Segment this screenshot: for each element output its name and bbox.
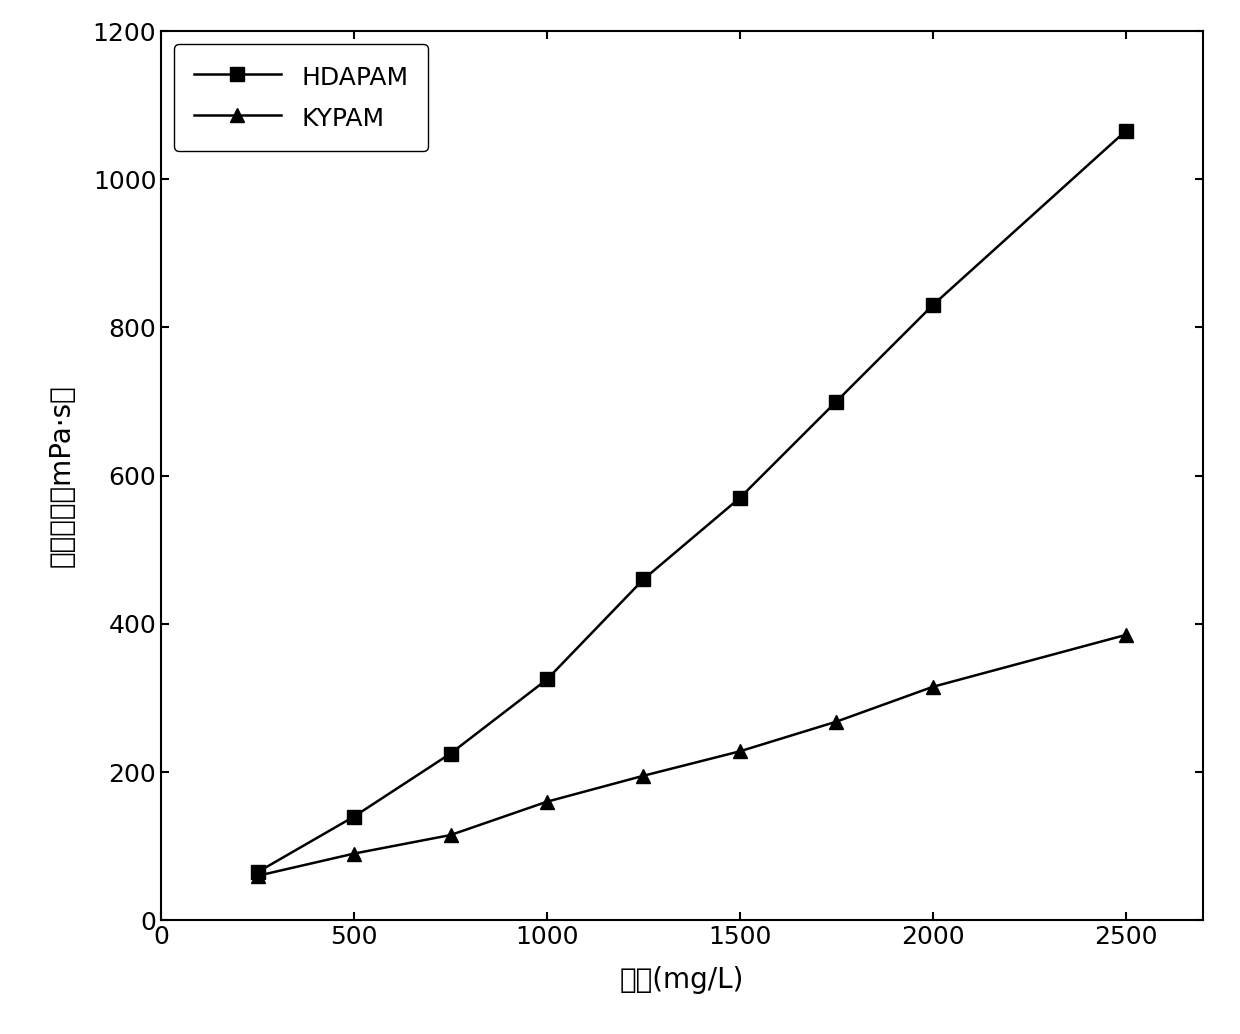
- KYPAM: [925, 680, 940, 693]
- X-axis label: 浓度(mg/L): 浓度(mg/L): [620, 966, 744, 994]
- HDAPAM: [539, 673, 554, 686]
- KYPAM: [828, 716, 843, 728]
- HDAPAM: [347, 811, 362, 823]
- Line: HDAPAM: HDAPAM: [250, 124, 1132, 879]
- KYPAM: [539, 795, 554, 808]
- HDAPAM: [250, 865, 265, 878]
- KYPAM: [733, 746, 748, 758]
- HDAPAM: [733, 491, 748, 504]
- HDAPAM: [1118, 125, 1133, 138]
- KYPAM: [1118, 629, 1133, 641]
- Legend: HDAPAM, KYPAM: HDAPAM, KYPAM: [174, 43, 428, 151]
- KYPAM: [636, 769, 651, 782]
- HDAPAM: [925, 299, 940, 311]
- Y-axis label: 表观粘度（mPa·s）: 表观粘度（mPa·s）: [48, 385, 76, 567]
- KYPAM: [443, 829, 458, 842]
- HDAPAM: [636, 573, 651, 585]
- Line: KYPAM: KYPAM: [250, 628, 1132, 883]
- HDAPAM: [443, 748, 458, 760]
- HDAPAM: [828, 395, 843, 407]
- KYPAM: [250, 870, 265, 882]
- KYPAM: [347, 848, 362, 860]
